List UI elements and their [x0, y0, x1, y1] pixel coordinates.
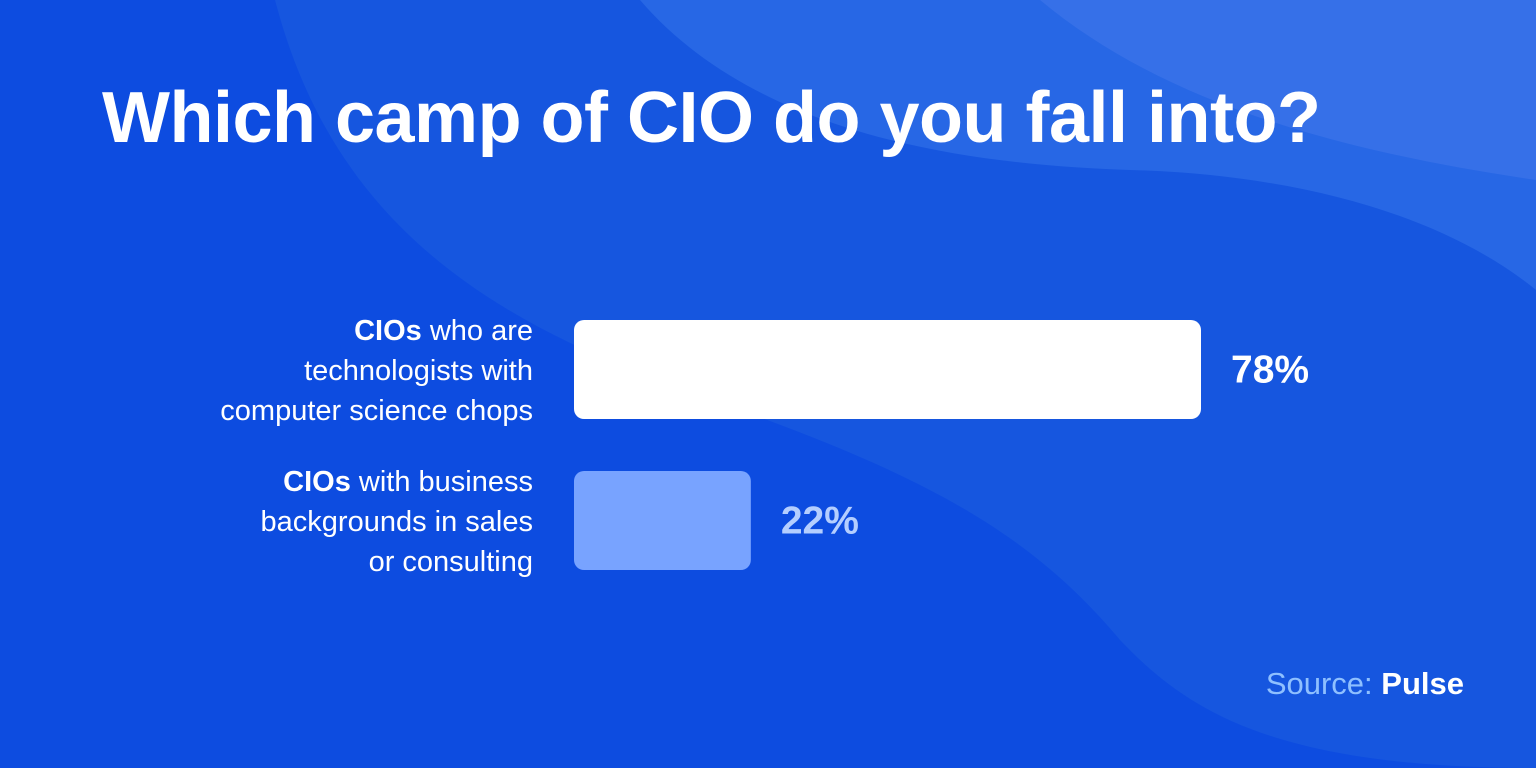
bar-1 [574, 320, 1201, 419]
category-label-1-line-3: computer science chops [220, 395, 533, 427]
background-wave-3 [1040, 0, 1536, 180]
category-label-1-line-1: CIOs who are [354, 315, 533, 347]
bar-2 [574, 471, 751, 570]
chart-title: Which camp of CIO do you fall into? [102, 78, 1321, 158]
category-label-2-line-1: CIOs with business [283, 466, 533, 498]
source-credit: Source: Pulse [1266, 668, 1464, 699]
category-label-1-text-line-1: who are [422, 315, 533, 347]
category-label-2-line-3: or consulting [369, 546, 533, 578]
source-name: Pulse [1381, 666, 1464, 701]
bar-value-label-1: 78% [1231, 349, 1309, 392]
category-label-2: CIOs with business backgrounds in sales or… [261, 466, 533, 578]
category-label-1-line-2: technologists with [304, 355, 533, 387]
category-label-1: CIOs who are technologists with computer s… [220, 315, 533, 427]
category-label-1-bold-text: CIOs [354, 315, 422, 347]
category-label-2-text-line-1: with business [351, 466, 533, 498]
category-label-2-line-2: backgrounds in sales [261, 506, 533, 538]
source-label: Source: [1265, 666, 1373, 701]
bar-value-label-2: 22% [781, 500, 859, 543]
category-label-2-bold-text: CIOs [283, 466, 351, 498]
